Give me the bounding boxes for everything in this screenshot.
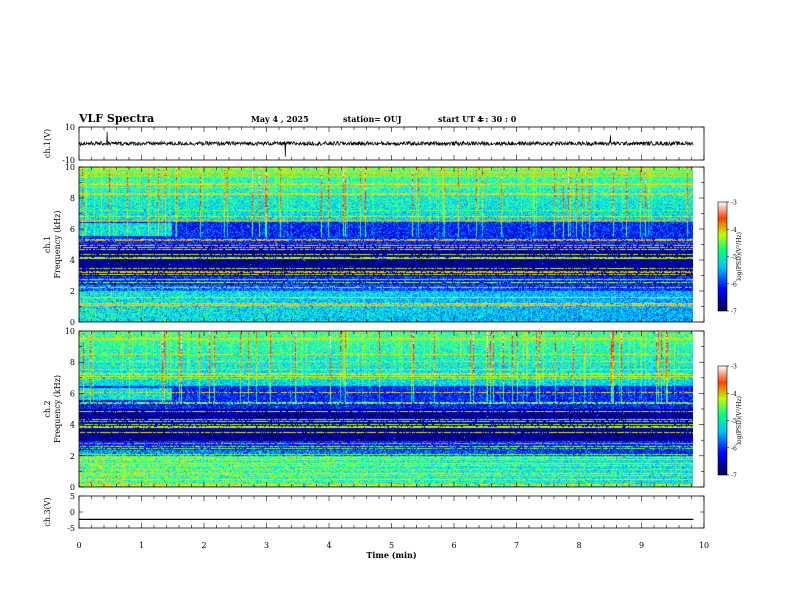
x-tick-label: 10: [699, 541, 709, 550]
x-tick-label: 6: [451, 541, 456, 550]
date-label: May 4 , 2025: [251, 114, 309, 124]
y-tick-label: 0: [70, 483, 75, 492]
y-axis-label-channel: ch.1: [43, 236, 52, 253]
y-tick-label: -5: [67, 524, 75, 533]
colorbar-tick-label: -3: [731, 364, 737, 371]
y-tick-label: 2: [70, 452, 75, 461]
x-tick-label: 1: [139, 541, 144, 550]
start-ut-time: 4 : 30 : 0: [477, 114, 517, 124]
x-tick-label: 3: [264, 541, 269, 550]
spectrogram-image-ch2: [79, 331, 693, 487]
y-tick-label: 8: [70, 358, 75, 367]
y-tick-label: 10: [65, 163, 75, 172]
y-tick-label: -10: [62, 156, 75, 165]
colorbar-label: log(PSD)(V²/Hz): [736, 232, 743, 281]
y-axis-label-ch1: ch.1(V): [43, 129, 52, 158]
colorbar-1: [717, 201, 728, 312]
colorbar-tick-label: -6: [731, 281, 737, 288]
y-tick-label: 6: [70, 389, 75, 398]
station-label: station= OUJ: [343, 114, 402, 124]
figure-title: VLF Spectra: [79, 112, 155, 125]
y-tick-label: 0: [70, 318, 75, 327]
y-tick-label: 6: [70, 225, 75, 234]
y-tick-label: 5: [70, 492, 75, 501]
spectrogram-blank-region: [693, 167, 704, 322]
colorbar-tick-label: -3: [731, 200, 737, 207]
y-axis-label-ch3: ch.3(V): [43, 497, 52, 526]
x-tick-label: 2: [201, 541, 206, 550]
x-tick-label: 4: [326, 541, 331, 550]
x-tick-label: 9: [639, 541, 644, 550]
x-tick-label: 0: [76, 541, 81, 550]
ch1-waveform-line: [78, 131, 694, 157]
spectrogram-image-ch1: [79, 167, 693, 322]
spectrogram-blank-region: [693, 331, 704, 487]
start-ut-label: start UT =: [438, 114, 485, 124]
colorbar-label: log(PSD)(V²/Hz): [736, 396, 743, 445]
y-axis-label-frequency: Frequency (kHz): [53, 375, 62, 443]
colorbar-tick-label: -4: [731, 391, 737, 398]
colorbar-tick-label: -6: [731, 445, 737, 452]
y-tick-label: 10: [65, 327, 75, 336]
y-axis-label-channel: ch.2: [43, 400, 52, 417]
y-tick-label: 4: [70, 256, 75, 265]
colorbar-tick-label: -7: [731, 473, 737, 480]
colorbar-tick-label: -4: [731, 227, 737, 234]
colorbar-tick-label: -7: [731, 309, 737, 316]
y-tick-label: 4: [70, 421, 75, 430]
x-tick-label: 7: [514, 541, 519, 550]
colorbar-tick-label: -5: [731, 418, 737, 425]
y-tick-label: 0: [70, 508, 75, 517]
y-tick-label: 8: [70, 194, 75, 203]
x-axis-label: Time (min): [366, 550, 416, 560]
y-tick-label: 2: [70, 287, 75, 296]
colorbar-2: [717, 365, 728, 476]
colorbar-tick-label: -5: [731, 254, 737, 261]
x-tick-label: 8: [576, 541, 581, 550]
x-tick-label: 5: [389, 541, 394, 550]
y-axis-label-frequency: Frequency (kHz): [53, 210, 62, 278]
y-tick-label: 10: [65, 123, 75, 132]
